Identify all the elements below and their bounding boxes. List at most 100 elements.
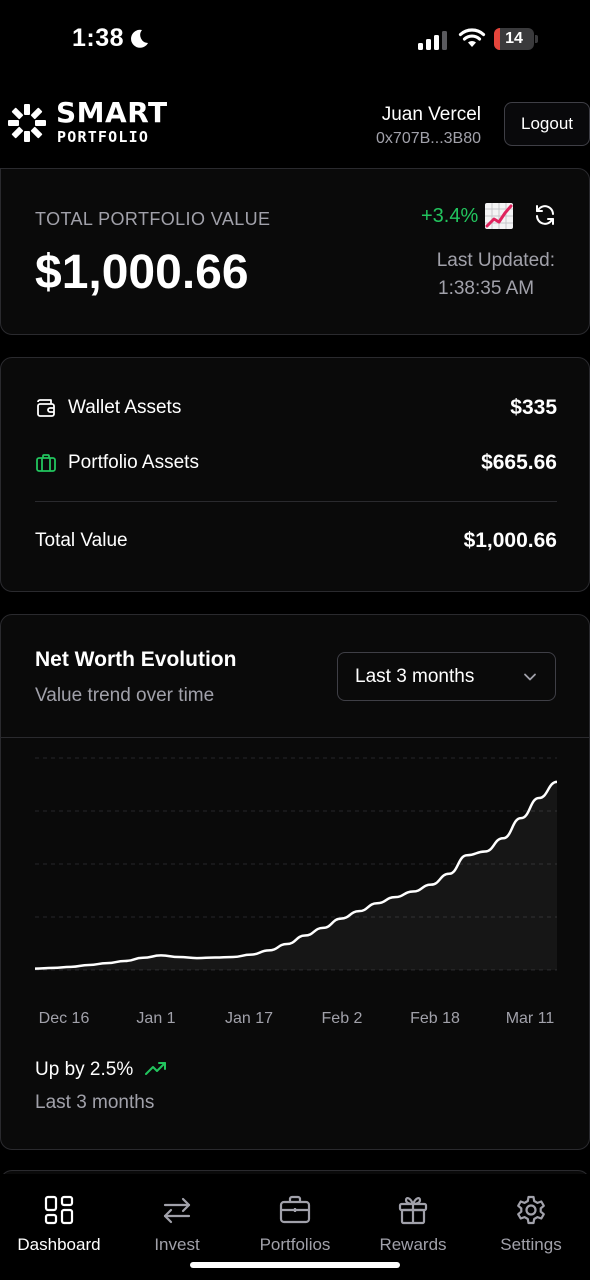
time-range-value: Last 3 months (355, 666, 475, 687)
nav-portfolios[interactable]: Portfolios (236, 1174, 354, 1280)
chart-point-2[interactable] (68, 964, 74, 970)
wifi-icon (458, 28, 486, 47)
chart-point-28[interactable] (536, 795, 542, 801)
assets-breakdown-card: Wallet Assets $335 Portfolio Assets $665… (0, 357, 590, 592)
chart-point-13[interactable] (266, 947, 272, 953)
chart-point-9[interactable] (194, 955, 200, 961)
gear-icon (517, 1195, 545, 1225)
chart-point-20[interactable] (392, 894, 398, 900)
x-tick-label: Jan 17 (225, 1010, 273, 1027)
portfolio-assets-label: Portfolio Assets (68, 452, 199, 473)
moon-icon (131, 29, 148, 48)
chart-point-22[interactable] (428, 882, 434, 888)
chart-area-fill (35, 781, 557, 970)
nav-dashboard[interactable]: Dashboard (0, 1174, 118, 1280)
wallet-assets-label: Wallet Assets (68, 397, 182, 418)
wallet-assets-row: Wallet Assets $335 (35, 394, 557, 424)
total-value-label: Total Value (35, 530, 128, 551)
app-header: SMART PORTFOLIO Juan Vercel 0x707B...3B8… (0, 80, 590, 178)
chart-point-10[interactable] (212, 955, 218, 961)
chart-point-15[interactable] (302, 933, 308, 939)
divider (1, 737, 589, 738)
trend-period: Last 3 months (35, 1092, 155, 1113)
total-value-amount: $1,000.66 (463, 529, 557, 552)
trending-up-icon (145, 1062, 166, 1075)
wallet-address: 0x707B...3B80 (376, 130, 481, 147)
net-worth-card: Net Worth Evolution Value trend over tim… (0, 614, 590, 1150)
chart-point-18[interactable] (356, 908, 362, 914)
dashboard-icon (44, 1195, 74, 1225)
chevron-down-icon (524, 673, 536, 681)
time-range-select[interactable]: Last 3 months (337, 652, 556, 701)
wallet-assets-value: $335 (510, 396, 557, 419)
net-worth-chart[interactable]: Dec 16 Jan 1 Jan 17 Feb 2 Feb 18 Mar 11 (1, 738, 589, 1038)
portfolio-assets-value: $665.66 (481, 451, 557, 474)
chart-series-line (34, 780, 558, 970)
nav-rewards-label: Rewards (379, 1235, 447, 1254)
x-tick-label: Mar 11 (506, 1010, 555, 1027)
nav-settings-label: Settings (500, 1235, 562, 1254)
chart-point-1[interactable] (50, 965, 56, 971)
chart-point-5[interactable] (122, 958, 128, 964)
nav-settings[interactable]: Settings (472, 1174, 590, 1280)
nav-rewards[interactable]: Rewards (354, 1174, 472, 1280)
status-time: 1:38 (72, 24, 125, 52)
briefcase-icon (36, 454, 56, 472)
x-tick-label: Feb 18 (410, 1010, 460, 1027)
app-logo[interactable]: SMART PORTFOLIO (0, 80, 192, 178)
chart-subtitle: Value trend over time (35, 685, 215, 706)
last-updated-time: 1:38:35 AM (438, 278, 535, 299)
total-portfolio-value: $1,000.66 (35, 246, 249, 299)
chart-point-11[interactable] (230, 954, 236, 960)
chart-point-25[interactable] (482, 849, 488, 855)
briefcase-icon (279, 1195, 311, 1224)
chart-title: Net Worth Evolution (35, 648, 237, 671)
portfolio-change: +3.4% (421, 205, 479, 227)
logo-text-smart: SMART (56, 96, 168, 129)
chart-point-21[interactable] (410, 889, 416, 895)
chart-point-12[interactable] (248, 952, 254, 958)
chart-point-3[interactable] (86, 962, 92, 968)
nav-invest-label: Invest (154, 1235, 200, 1254)
chart-point-6[interactable] (140, 955, 146, 961)
total-portfolio-label: TOTAL PORTFOLIO VALUE (35, 209, 271, 229)
battery-indicator: 14 (494, 28, 538, 50)
chart-point-29[interactable] (554, 779, 560, 785)
refresh-icon[interactable] (533, 203, 557, 227)
total-value-row: Total Value $1,000.66 (35, 527, 557, 557)
user-name: Juan Vercel (381, 104, 481, 125)
chart-point-24[interactable] (464, 852, 470, 858)
x-tick-label: Dec 16 (39, 1010, 90, 1027)
chart-point-8[interactable] (176, 954, 182, 960)
gift-icon (398, 1197, 428, 1225)
cellular-signal-icon (418, 31, 447, 50)
arrows-exchange-icon (163, 1197, 191, 1224)
chart-increasing-icon (485, 203, 513, 229)
wallet-icon (37, 399, 55, 417)
x-tick-label: Feb 2 (322, 1010, 363, 1027)
home-indicator (190, 1262, 400, 1268)
chart-point-26[interactable] (500, 835, 506, 841)
chart-point-7[interactable] (158, 952, 164, 958)
x-tick-label: Jan 1 (136, 1010, 175, 1027)
nav-invest[interactable]: Invest (118, 1174, 236, 1280)
logo-text-portfolio: PORTFOLIO (57, 128, 150, 146)
divider (35, 501, 557, 502)
chart-point-0[interactable] (32, 966, 38, 972)
chart-point-23[interactable] (446, 871, 452, 877)
chart-point-27[interactable] (518, 815, 524, 821)
chart-point-14[interactable] (284, 941, 290, 947)
chart-point-17[interactable] (338, 916, 344, 922)
last-updated-label: Last Updated: (436, 250, 555, 271)
status-bar: 1:38 14 (0, 0, 590, 80)
portfolio-summary-card: TOTAL PORTFOLIO VALUE $1,000.66 +3.4% La… (0, 168, 590, 335)
logo-burst-icon (8, 104, 46, 142)
logout-button[interactable]: Logout (504, 102, 590, 146)
battery-fill (494, 28, 500, 50)
nav-dashboard-label: Dashboard (17, 1235, 101, 1254)
nav-portfolios-label: Portfolios (259, 1235, 331, 1254)
battery-level: 14 (505, 30, 523, 47)
chart-point-19[interactable] (374, 900, 380, 906)
chart-point-16[interactable] (320, 925, 326, 931)
chart-point-4[interactable] (104, 960, 110, 966)
